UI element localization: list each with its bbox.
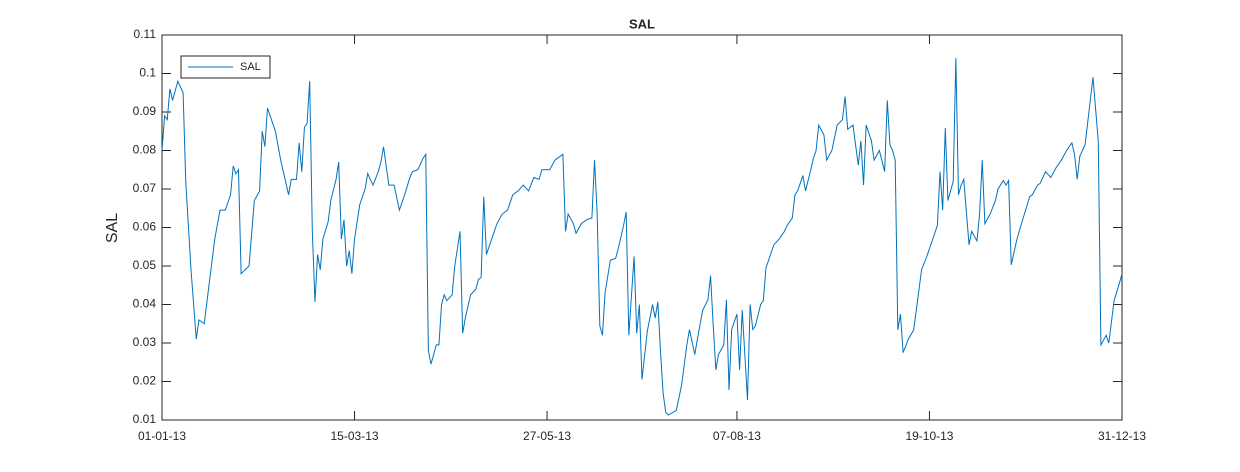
y-tick-label: 0.06 — [133, 220, 157, 234]
y-tick-label: 0.01 — [133, 412, 157, 426]
data-line — [161, 58, 1123, 416]
plot-frame — [161, 34, 1123, 421]
legend-label: SAL — [240, 61, 261, 73]
y-tick-label: 0.05 — [133, 258, 157, 272]
y-tick-label: 0.04 — [133, 297, 157, 311]
y-tick-label: 0.08 — [133, 143, 157, 157]
x-tick-label: 01-01-13 — [138, 429, 186, 443]
x-tick-label: 15-03-13 — [331, 429, 379, 443]
y-axis-label: SAL — [104, 213, 121, 243]
y-tick-label: 0.03 — [133, 335, 157, 349]
x-tick-label: 19-10-13 — [905, 429, 953, 443]
x-tick-label: 07-08-13 — [713, 429, 761, 443]
y-tick-label: 0.02 — [133, 374, 157, 388]
y-tick-label: 0.1 — [139, 66, 156, 80]
y-tick-label: 0.07 — [133, 181, 157, 195]
y-tick-label: 0.09 — [133, 104, 157, 118]
chart-title: SAL — [629, 16, 655, 31]
x-tick-label: 31-12-13 — [1098, 429, 1146, 443]
x-tick-label: 27-05-13 — [523, 429, 571, 443]
y-tick-label: 0.11 — [134, 27, 157, 41]
